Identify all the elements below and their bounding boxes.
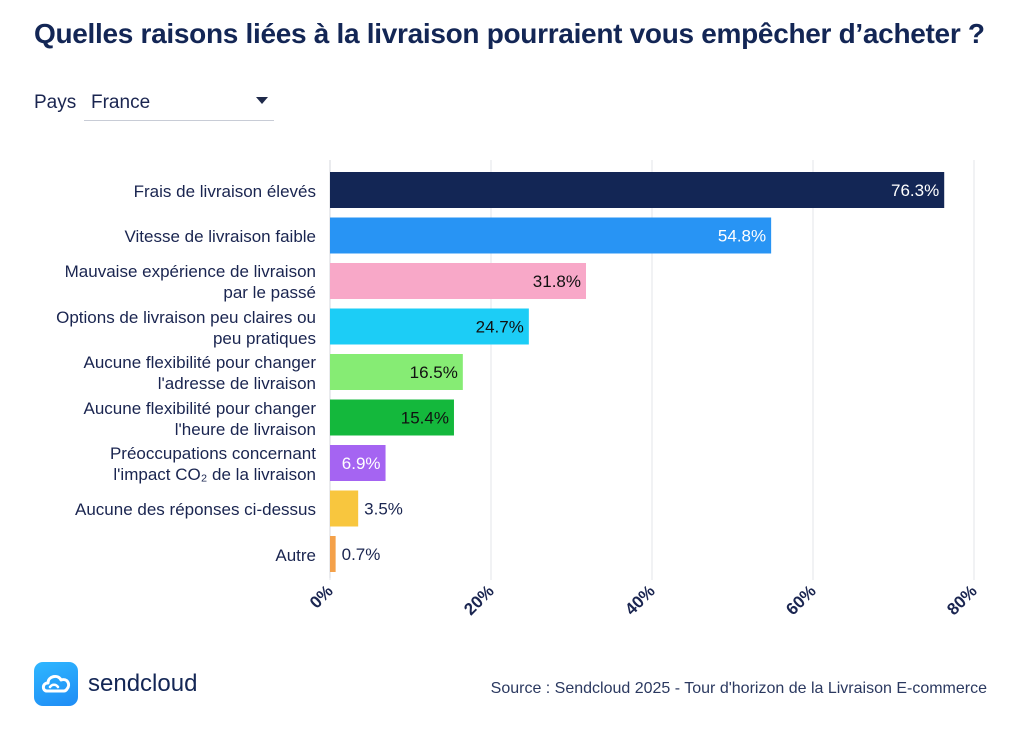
category-label: Aucune flexibilité pour changer l'adresse… — [16, 352, 316, 394]
category-label: Mauvaise expérience de livraison par le p… — [16, 261, 316, 303]
category-label-line: Vitesse de livraison faible — [124, 227, 316, 246]
bar-chart: 0% 20% 40% 60% 80% 76.3% 54.8% 31.8% 24.7% 16.5% 1… — [306, 160, 981, 619]
country-select-value: France — [91, 92, 151, 113]
bar-value-label: 0.7% — [342, 545, 381, 564]
category-label: Frais de livraison élevés — [16, 181, 316, 202]
bar-value-label: 6.9% — [342, 454, 381, 473]
category-label-line: Aucune flexibilité pour changer — [83, 353, 316, 372]
bar-value-label: 31.8% — [533, 272, 581, 291]
brand-name: sendcloud — [88, 670, 198, 697]
bar-value-label: 24.7% — [476, 318, 524, 337]
category-label-line: Mauvaise expérience de livraison — [64, 262, 316, 281]
category-label-line: l'heure de livraison — [174, 419, 316, 439]
country-select[interactable]: France — [84, 84, 274, 121]
bar — [330, 172, 945, 208]
cloud-icon — [41, 674, 71, 693]
category-label-line: Autre — [275, 545, 316, 565]
x-tick-label: 80% — [943, 581, 980, 618]
bar — [330, 354, 463, 390]
category-label: Aucune des réponses ci-dessus — [16, 499, 316, 520]
bar — [330, 490, 359, 527]
bar-value-label: 16.5% — [410, 363, 458, 382]
country-filter-label: Pays — [34, 92, 77, 113]
category-label-line: Aucune flexibilité pour changer — [83, 398, 316, 418]
category-label-line: Options de livraison peu claires ou — [56, 307, 316, 327]
bar — [330, 308, 529, 345]
category-label-line: Frais de livraison élevés — [133, 181, 316, 201]
bar-value-label: 54.8% — [718, 227, 766, 246]
category-label-line: l'impact CO₂ de la livraison — [113, 465, 316, 484]
bar — [330, 399, 454, 436]
source-note: Source : Sendcloud 2025 - Tour d'horizon… — [490, 680, 987, 697]
x-tick-label: 40% — [621, 581, 658, 618]
category-label-line: par le passé — [223, 283, 316, 302]
bar-value-label: 76.3% — [891, 181, 939, 200]
bar — [330, 263, 586, 299]
chevron-down-icon — [256, 97, 268, 104]
category-label-line: Préoccupations concernant — [109, 444, 316, 463]
x-tick-label: 20% — [460, 581, 497, 618]
bar — [330, 217, 772, 254]
category-label: Options de livraison peu claires ou peu p… — [16, 307, 316, 349]
category-label-line: peu pratiques — [212, 328, 316, 348]
category-label-line: l'adresse de livraison — [157, 374, 316, 393]
bar-value-label: 15.4% — [401, 409, 449, 428]
bar — [330, 536, 336, 572]
category-label: Préoccupations concernant l'impact CO₂ de… — [16, 443, 316, 485]
category-label: Autre — [16, 545, 316, 566]
category-label: Aucune flexibilité pour changer l'heure d… — [16, 398, 316, 440]
page-title: Quelles raisons liées à la livraison pou… — [34, 18, 985, 49]
x-tick-label: 0% — [306, 581, 337, 612]
x-tick-label: 60% — [782, 581, 819, 618]
bar-value-label: 3.5% — [364, 500, 403, 519]
category-label: Vitesse de livraison faible — [16, 226, 316, 247]
category-label-line: Aucune des réponses ci-dessus — [75, 500, 316, 519]
sendcloud-logo — [34, 662, 78, 706]
bar — [330, 445, 386, 481]
